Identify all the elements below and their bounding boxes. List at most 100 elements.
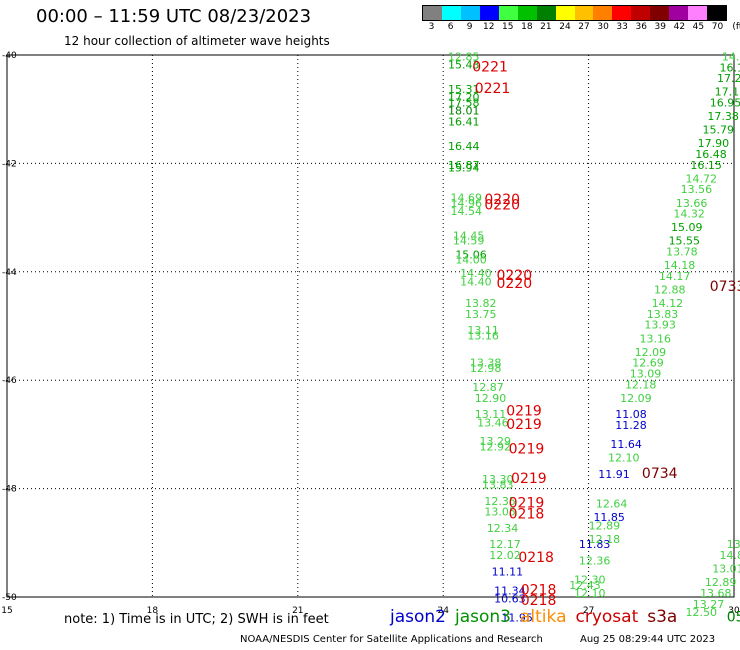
track-time-label: 0221	[472, 59, 508, 75]
wave-height-point: 11.11	[492, 565, 523, 578]
wave-height-point: 12.85	[448, 50, 480, 63]
track-time-label: 0220	[484, 197, 520, 213]
colorbar-unit: (ft)	[732, 22, 740, 32]
track-time-label: 0219	[509, 441, 545, 457]
wave-height-point: 13.01	[712, 563, 740, 576]
wave-height-point: 12.36	[579, 554, 611, 567]
colorbar-swatch	[688, 6, 708, 20]
wave-height-point: 15.55	[669, 235, 701, 248]
x-tick-label: 27	[583, 606, 594, 616]
wave-height-point: 12.34	[487, 522, 519, 535]
colorbar-swatch	[517, 6, 537, 20]
colorbar-swatch	[612, 6, 632, 20]
wave-height-point: 12.50	[686, 606, 718, 619]
colorbar-swatch	[669, 6, 689, 20]
track-time-label: 0218	[521, 593, 557, 609]
wave-height-point: 13	[727, 538, 740, 551]
colorbar-label: 36	[635, 22, 647, 32]
x-tick-label: 18	[147, 606, 159, 616]
wave-height-point: 13.11	[475, 408, 507, 421]
wave-height-point: 12.89	[705, 576, 737, 589]
wave-height-point: 14.18	[664, 259, 696, 272]
track-time-label: 0219	[511, 471, 547, 487]
wave-height-point: 14.54	[450, 205, 482, 218]
colorbar-swatch	[479, 6, 499, 20]
legend-entry: jason3	[455, 607, 511, 627]
wave-height-point: 13.46	[477, 416, 509, 429]
track-time-label: 0219	[506, 417, 542, 433]
wave-height-point: 13.93	[644, 319, 676, 332]
track-time-label: 0218	[518, 550, 554, 566]
y-tick-label: -42	[2, 159, 17, 169]
colorbar-label: 12	[482, 22, 495, 32]
track-time-label: 0522	[727, 609, 740, 625]
wave-height-point: 12.69	[632, 357, 664, 370]
wave-height-point: 14.17	[659, 270, 691, 283]
wave-height-point: 14.40	[460, 267, 492, 280]
wave-height-point: 14.32	[673, 208, 705, 221]
wave-height-point: 13.82	[465, 297, 497, 310]
colorbar-label: 39	[654, 22, 667, 32]
colorbar-label: 27	[578, 22, 590, 32]
wave-height-point: 12.92	[480, 441, 512, 454]
wave-height-point: 16.87	[448, 159, 480, 172]
track-time-label: 0220	[497, 276, 533, 292]
wave-height-point: 13.56	[681, 183, 713, 196]
colorbar-label: 9	[466, 22, 473, 32]
wave-height-point: 14.8	[719, 549, 740, 562]
legend-entry: altika	[520, 607, 567, 627]
wave-height-point: 17.20	[717, 72, 740, 85]
colorbar-swatch	[593, 6, 613, 20]
footer-note: note: 1) Time is in UTC; 2) SWH is in fe…	[64, 612, 329, 627]
track-time-label: 0733	[710, 279, 740, 295]
wave-height-point: 11.95	[501, 611, 533, 624]
chart-title: 00:00 – 11:59 UTC 08/23/2023	[36, 6, 312, 27]
wave-height-point: 13.83	[482, 479, 514, 492]
wave-height-point: 16.41	[448, 115, 480, 128]
wave-height-point: 11.08	[615, 408, 647, 421]
wave-height-point: 15.94	[448, 162, 480, 175]
footer-credit: NOAA/NESDIS Center for Satellite Applica…	[240, 634, 543, 645]
wave-height-point: 12.88	[654, 283, 686, 296]
wave-height-point: 15.79	[702, 124, 734, 137]
wave-height-point: 16.48	[695, 148, 727, 161]
colorbar-label: 30	[597, 22, 609, 32]
wave-height-point: 13.68	[700, 587, 732, 600]
x-tick-label: 21	[292, 606, 303, 616]
wave-height-point: 12.17	[489, 538, 521, 551]
track-time-label: 0220	[484, 192, 520, 208]
colorbar-label: 24	[559, 22, 571, 32]
wave-height-point: 13.38	[470, 357, 502, 370]
colorbar-swatch	[631, 6, 651, 20]
wave-height-point: 11.85	[593, 511, 625, 524]
y-tick-label: -48	[2, 485, 17, 495]
track-time-label: 0218	[521, 582, 557, 598]
colorbar-label: 6	[447, 22, 454, 32]
wave-height-point: 12.89	[589, 519, 621, 532]
colorbar-swatch	[574, 6, 594, 20]
wave-height-point: 11.34	[494, 584, 525, 597]
wave-height-point: 14.40	[460, 275, 492, 288]
wave-height-point: 14.96	[450, 197, 482, 210]
track-time-label: 0219	[509, 496, 545, 512]
satellite-legend: jason2 jason3 altika cryosat s3a	[390, 607, 686, 627]
wave-height-point: 13.66	[676, 197, 708, 210]
colorbar-label: 18	[521, 22, 533, 32]
wave-height-point: 17.20	[448, 91, 480, 104]
colorbar-label: 70	[711, 22, 724, 32]
wave-height-point: 12.09	[635, 346, 667, 359]
wave-height-point: 11.64	[610, 438, 642, 451]
legend-entry: jason2	[390, 607, 446, 627]
colorbar-swatch	[650, 6, 670, 20]
track-time-label: 0219	[506, 403, 542, 419]
wave-height-point: 11.28	[615, 419, 647, 432]
wave-height-point: 16.95	[710, 96, 740, 109]
wave-height-point: 15.43	[448, 59, 480, 72]
y-tick-label: -44	[2, 268, 17, 278]
colorbar-label: 3	[428, 22, 435, 32]
wave-height-point: 15.06	[455, 248, 487, 261]
wave-height-point: 18.01	[448, 105, 480, 118]
legend-entry: s3a	[647, 607, 678, 627]
wave-height-point: 14.59	[453, 235, 485, 248]
